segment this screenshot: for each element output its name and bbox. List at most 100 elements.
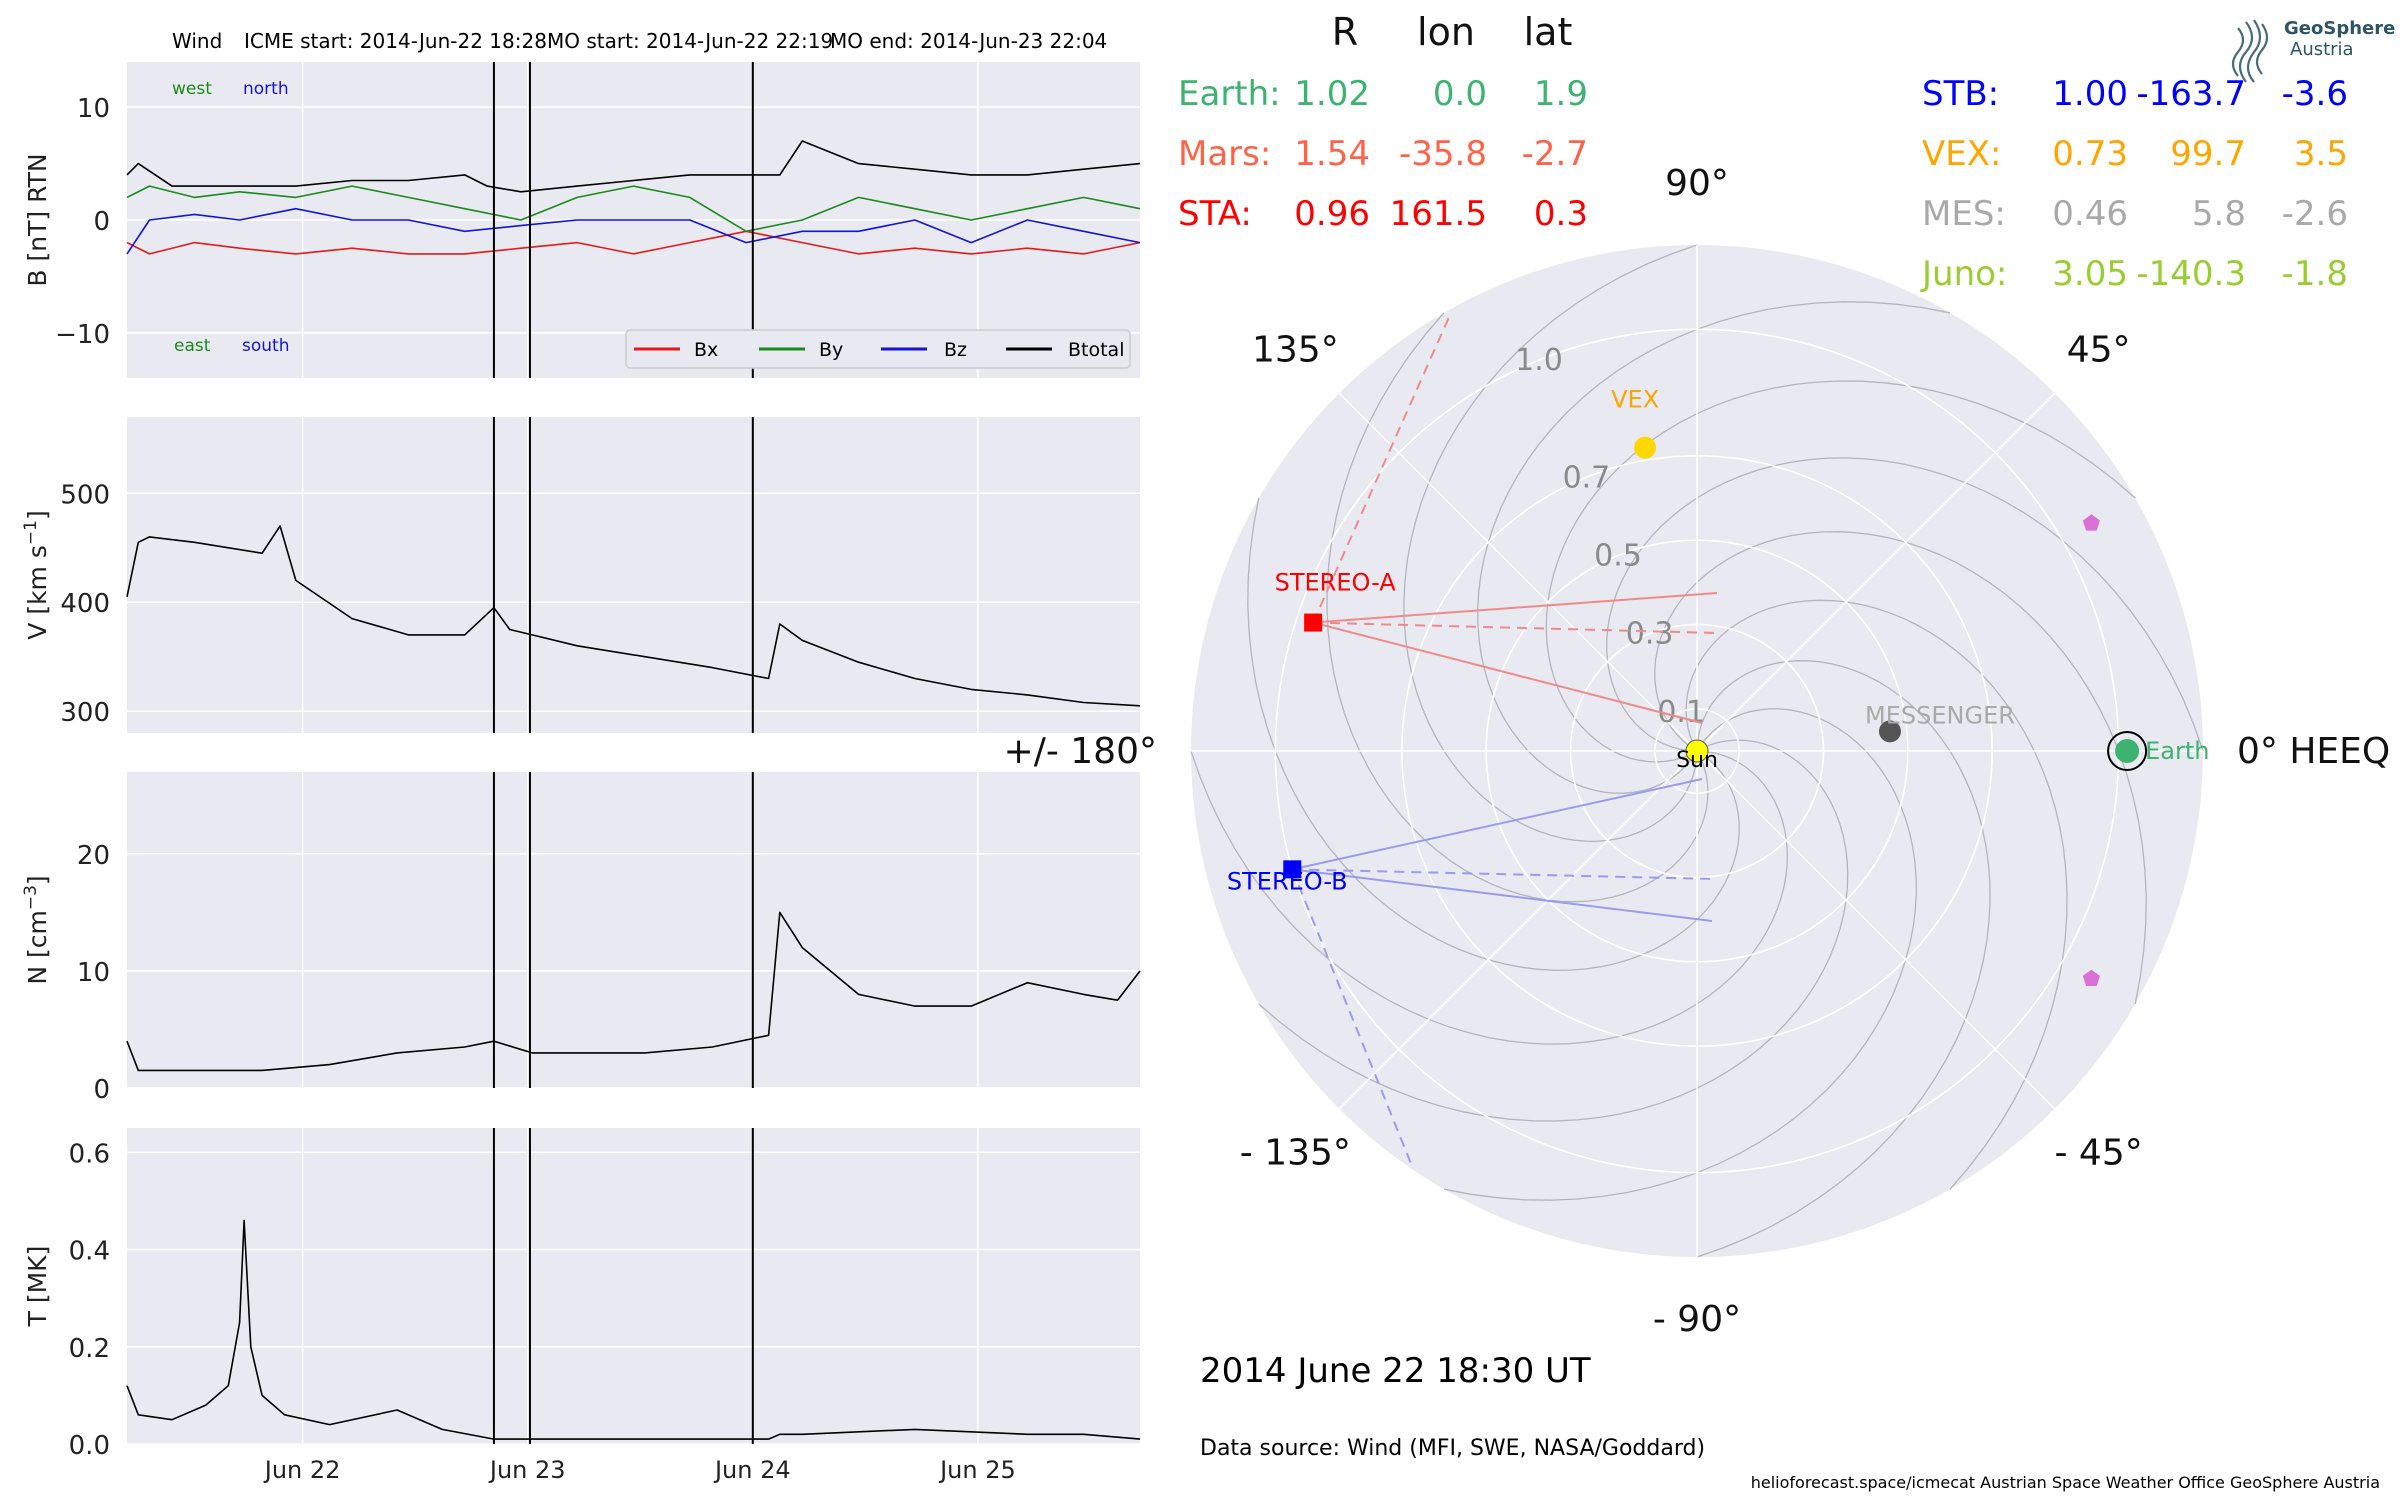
table-name: Earth:	[1178, 74, 1281, 114]
angle-label-a180: +/- 180°	[1004, 731, 1157, 772]
angular-grid-line	[1696, 392, 2056, 752]
east-label: east	[174, 336, 211, 356]
table-lat-value: -2.7	[1522, 134, 1588, 174]
stereo-b-fov-line	[1292, 868, 1716, 880]
table-lon-value: 0.0	[1433, 74, 1487, 114]
y-tick-label: 0	[93, 1075, 110, 1105]
table-name: Juno:	[1920, 254, 2007, 294]
west-label: west	[172, 79, 212, 99]
panel-background	[127, 772, 1140, 1088]
sun-marker	[1685, 739, 1709, 763]
series-line-by	[126, 185, 1141, 233]
stereo-b-fov-line	[1291, 868, 1413, 1167]
y-axis-label: B [nT] RTN	[23, 153, 52, 286]
table-name: Mars:	[1178, 134, 1271, 174]
x-tick-label: Jun 25	[938, 1456, 1016, 1484]
juno-direction-marker	[2082, 969, 2100, 986]
y-tick-label: 10	[77, 94, 110, 124]
south-label: south	[242, 336, 289, 356]
table-name: VEX:	[1922, 134, 2002, 174]
footer-credits: helioforecast.space/icmecat Austrian Spa…	[1751, 1473, 2380, 1492]
table-name: STA:	[1178, 194, 1252, 234]
table-lon-value: -35.8	[1399, 134, 1487, 174]
earth-marker	[2115, 739, 2140, 763]
y-tick-label: 0	[93, 207, 110, 237]
angle-label-a0: 0° HEEQ	[2237, 731, 2390, 772]
angular-grid-line	[1696, 750, 2056, 1110]
y-tick-label: 500	[60, 480, 110, 510]
series-line-bz	[126, 207, 1141, 255]
stereob-marker	[1283, 860, 1302, 879]
messenger-marker	[1878, 720, 1901, 743]
legend-bx: Bx	[694, 339, 718, 361]
table-lon-value: -163.7	[2136, 74, 2246, 114]
y-tick-label: −10	[55, 320, 110, 350]
velocity-panel: 500 400 300 V [km s−1]	[21, 417, 1141, 733]
earth-orbit-ring	[2107, 731, 2148, 771]
time-axis: Jun 22 Jun 23 Jun 24 Jun 25	[263, 1456, 1016, 1484]
geosphere-logo: GeoSphere Austria	[2231, 18, 2395, 83]
header-icme-start: ICME start: 2014-Jun-22 18:28	[244, 29, 547, 53]
table-r-value: 0.46	[2052, 194, 2128, 234]
series-line-bx	[126, 230, 1141, 255]
table-lat-value: -3.6	[2282, 74, 2348, 114]
stereob-label: STEREO-B	[1227, 867, 1348, 895]
earth-label: Earth	[2145, 737, 2209, 765]
angular-grid-line	[1338, 392, 1698, 752]
legend-by: By	[819, 339, 843, 361]
north-label: north	[243, 79, 289, 99]
legend-btotal: Btotal	[1068, 339, 1124, 361]
y-tick-label: 0.6	[69, 1139, 110, 1169]
table-lon-value: 161.5	[1390, 194, 1487, 234]
radial-tick-label: 0.1	[1657, 695, 1705, 730]
timestamp: 2014 June 22 18:30 UT	[1200, 1351, 1591, 1391]
stereo-a-fov-line	[1312, 314, 1451, 623]
y-tick-label: 10	[77, 958, 110, 988]
radial-tick-label: 0.3	[1626, 617, 1674, 652]
stereoa-marker	[1304, 613, 1323, 632]
table-r-value: 1.54	[1294, 134, 1370, 174]
header-mo-start: MO start: 2014-Jun-22 22:19	[547, 29, 833, 53]
table-r-value: 0.73	[2052, 134, 2128, 174]
stereo-a-fov-line	[1312, 621, 1703, 724]
angle-label-a135: 135°	[1252, 329, 1339, 370]
panel-background	[127, 1128, 1140, 1444]
vex-label: VEX	[1611, 386, 1659, 414]
header-mo-end: MO end: 2014-Jun-23 22:04	[830, 29, 1107, 53]
header-spacecraft: Wind	[172, 29, 222, 53]
table-r-value: 3.05	[2052, 254, 2128, 294]
table-lat-value: -2.6	[2282, 194, 2348, 234]
series-line-n	[126, 911, 1141, 1072]
series-line-btotal	[126, 140, 1141, 193]
angular-grid-line	[1338, 750, 1698, 1110]
y-tick-label: 400	[60, 589, 110, 619]
angle-label-am90: - 90°	[1653, 1299, 1741, 1340]
stereoa-label: STEREO-A	[1275, 569, 1397, 597]
density-panel: 20 10 0 N [cm−3]	[21, 772, 1141, 1105]
stereo-b-fov-line	[1292, 868, 1713, 922]
table-name: STB:	[1922, 74, 1999, 114]
y-axis-label: V [km s−1]	[21, 510, 52, 639]
vex-marker	[1634, 436, 1657, 459]
table-lon-value: 99.7	[2170, 134, 2246, 174]
juno-direction-marker	[2082, 514, 2100, 531]
y-tick-label: 300	[60, 698, 110, 728]
x-tick-label: Jun 24	[713, 1456, 791, 1484]
temperature-panel: 0.6 0.4 0.2 0.0 T [MK]	[23, 1128, 1141, 1461]
x-tick-label: Jun 23	[488, 1456, 566, 1484]
data-source: Data source: Wind (MFI, SWE, NASA/Goddar…	[1200, 1436, 1705, 1461]
angle-label-am45: - 45°	[2055, 1133, 2143, 1174]
b-legend: Bx By Bz Btotal	[625, 329, 1131, 369]
logo-sub: Austria	[2290, 39, 2354, 60]
sun-label: Sun	[1676, 748, 1718, 773]
table-lat-value: 0.3	[1534, 194, 1588, 234]
table-header-lon: lon	[1417, 10, 1475, 54]
table-r-value: 1.02	[1294, 74, 1370, 114]
table-lon-value: -140.3	[2136, 254, 2246, 294]
y-axis-label: N [cm−3]	[21, 875, 52, 984]
y-tick-label: 20	[77, 841, 110, 871]
messenger-label: MESSENGER	[1865, 701, 2015, 729]
y-tick-label: 0.0	[69, 1431, 110, 1461]
